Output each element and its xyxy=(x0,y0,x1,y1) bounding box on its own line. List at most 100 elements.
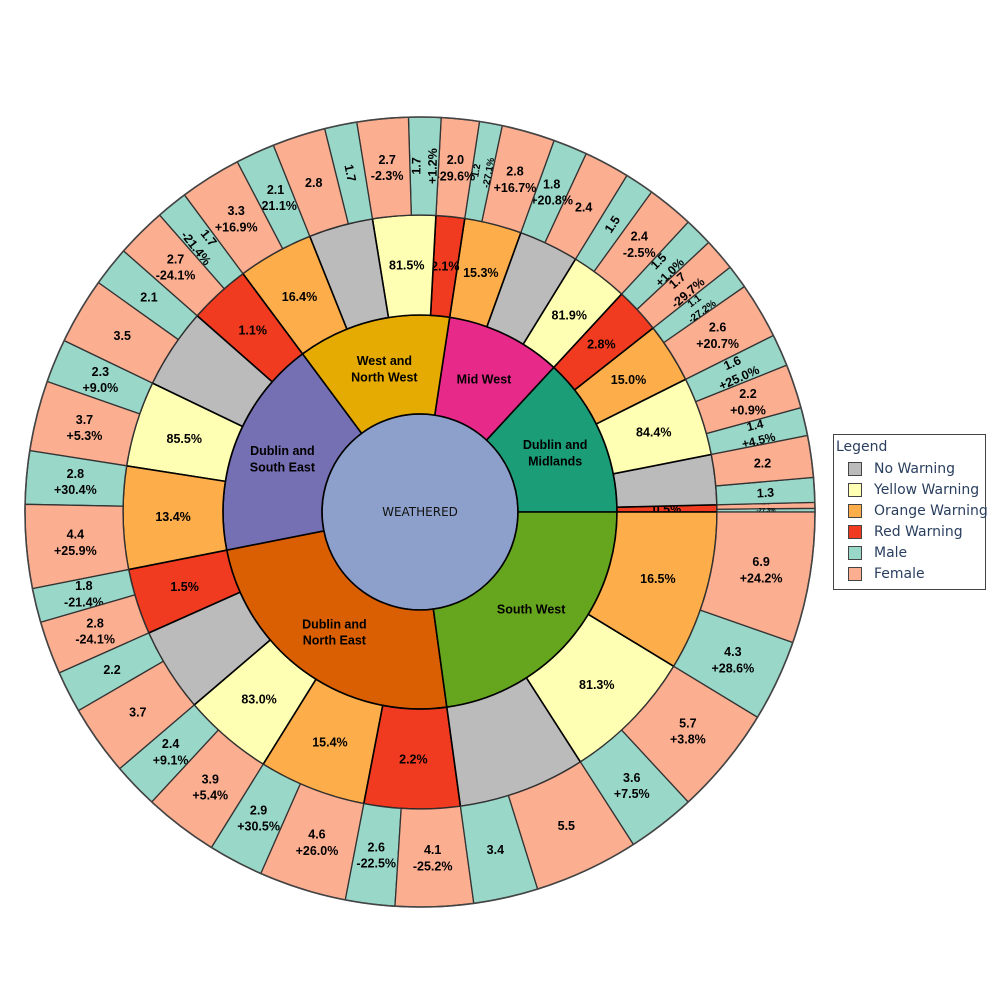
gender-label-line: +1.2% xyxy=(426,148,440,184)
gender-label-line: +26.0% xyxy=(296,844,339,858)
gender-label-line: -27.3% xyxy=(756,508,776,514)
gender-label: 5.5 xyxy=(558,819,575,833)
outer-rim xyxy=(24,116,816,908)
gender-label-line: -2.3% xyxy=(371,169,404,183)
gender-label: 2.4 +9.1% xyxy=(153,737,189,767)
region-label-mid-west: Mid West xyxy=(457,372,512,386)
region-label-west-and-north-west: West and North West xyxy=(351,354,418,384)
warning-label: 81.9% xyxy=(552,309,587,323)
gender-label: 4.1 -25.2% xyxy=(413,843,453,873)
gender-label: 3.5 xyxy=(114,329,131,343)
region-label-dublin-and-midlands-line: Midlands xyxy=(528,454,582,468)
gender-label-line: +3.8% xyxy=(670,733,706,747)
gender-label-line: +9.1% xyxy=(153,753,189,767)
gender-label-line: +5.4% xyxy=(192,789,228,803)
gender-label: 1.8 +20.8% xyxy=(530,177,573,207)
gender-label: 3.6 +7.5% xyxy=(614,771,650,801)
warning-label: 13.4% xyxy=(155,510,190,524)
gender-label-line: 2.4 xyxy=(162,737,179,751)
region-label-south-west: South West xyxy=(497,602,566,616)
gender-label-line: 2.2 xyxy=(754,457,771,471)
legend-swatch-female xyxy=(848,567,862,581)
legend-swatch-red-warning xyxy=(848,525,862,539)
gender-label-line: -21.4% xyxy=(64,595,104,609)
gender-label-line: +16.7% xyxy=(494,181,537,195)
gender-label-line: 3.4 xyxy=(487,843,504,857)
warning-label-line: 15.0% xyxy=(611,373,646,387)
gender-label: 2.3 +9.0% xyxy=(82,365,118,395)
legend-label: Orange Warning xyxy=(874,503,988,519)
legend-item-orange-warning[interactable]: Orange Warning xyxy=(848,501,988,521)
gender-label-line: 3.9 xyxy=(202,772,219,786)
gender-label-line: +7.5% xyxy=(614,787,650,801)
gender-label-line: 2.9 xyxy=(250,803,267,817)
gender-label-line: 2.8 xyxy=(86,616,103,630)
legend-item-female[interactable]: Female xyxy=(848,564,925,584)
gender-label-line: +20.8% xyxy=(530,194,573,208)
warning-label-line: 2.2% xyxy=(399,752,428,766)
gender-label: 2.2 xyxy=(754,457,771,471)
gender-label-line: +20.7% xyxy=(696,337,739,351)
gender-label-line: 1.7 xyxy=(409,157,423,175)
warning-label-line: 2.1% xyxy=(431,260,460,274)
gender-label: 2.2 xyxy=(103,663,120,677)
gender-label: 2.4 xyxy=(575,201,592,215)
gender-label: 2.1 +21.1% xyxy=(254,183,297,213)
legend-item-male[interactable]: Male xyxy=(848,543,907,563)
region-label-west-and-north-west-line: North West xyxy=(351,370,418,384)
gender-label-line: -29.6% xyxy=(436,169,476,183)
gender-label: 2.6 +20.7% xyxy=(696,321,739,351)
gender-label-line: 2.4 xyxy=(575,201,592,215)
gender-label: 4.3 +28.6% xyxy=(711,645,754,675)
gender-label-line: -24.1% xyxy=(75,633,115,647)
gender-label-line: 2.8 xyxy=(506,165,523,179)
legend-swatch-orange-warning xyxy=(848,504,862,518)
region-label-dublin-and-south-east-line: South East xyxy=(250,460,316,474)
region-label-west-and-north-west-line: West and xyxy=(357,354,412,368)
gender-label-line: 2.1 xyxy=(140,290,157,304)
gender-label-line: -25.2% xyxy=(413,859,453,873)
warning-label-line: 81.3% xyxy=(579,678,614,692)
gender-label-line: 2.7 xyxy=(167,252,184,266)
legend-title: Legend xyxy=(836,439,888,455)
legend-label: Male xyxy=(874,545,908,561)
gender-label: 2.8 +16.7% xyxy=(494,165,537,195)
gender-label-line: +30.4% xyxy=(54,483,97,497)
legend-label: No Warning xyxy=(874,461,956,477)
gender-label: 1.7 xyxy=(341,163,358,183)
gender-label-line: 3.3 xyxy=(227,204,244,218)
gender-label-line: -2.5% xyxy=(623,246,656,260)
gender-label-line: +25.9% xyxy=(54,544,97,558)
gender-label: 4.6 +26.0% xyxy=(296,828,339,858)
gender-label: 2.0 -29.6% xyxy=(436,153,476,183)
gender-label-line: +24.2% xyxy=(740,571,783,585)
warning-label: 16.4% xyxy=(282,290,317,304)
legend-item-red-warning[interactable]: Red Warning xyxy=(848,522,963,542)
gender-label: 1.3 xyxy=(756,485,774,500)
region-label-dublin-and-south-east: Dublin and South East xyxy=(250,444,316,474)
gender-label-line: 2.4 xyxy=(631,230,648,244)
warning-label-line: 83.0% xyxy=(241,693,276,707)
gender-label-line: 2.2 xyxy=(739,387,756,401)
gender-label: 2.1 xyxy=(140,290,157,304)
gender-label: 3.3 +16.9% xyxy=(215,204,258,234)
gender-label: 3.4 xyxy=(487,843,504,857)
gender-label-line: -27.1% xyxy=(481,156,497,188)
gender-label-line: 6.9 xyxy=(752,555,769,569)
warning-label-line: 16.4% xyxy=(282,290,317,304)
warning-label: 15.4% xyxy=(312,735,347,749)
legend-swatch-no-warning xyxy=(848,462,862,476)
gender-label-line: +21.1% xyxy=(254,199,297,213)
legend-item-yellow-warning[interactable]: Yellow Warning xyxy=(848,480,979,500)
region-label-south-west-line: South West xyxy=(497,602,566,616)
gender-label-line: 4.3 xyxy=(724,645,741,659)
warning-label: 16.5% xyxy=(640,572,675,586)
gender-label-line: 1.7 xyxy=(341,163,358,183)
warning-label-line: 15.3% xyxy=(463,266,498,280)
warning-label: 2.2% xyxy=(399,752,428,766)
legend-item-no-warning[interactable]: No Warning xyxy=(848,459,955,479)
gender-label-line: 3.5 xyxy=(114,329,131,343)
legend-label: Yellow Warning xyxy=(874,482,980,498)
legend-swatch-yellow-warning xyxy=(848,483,862,497)
